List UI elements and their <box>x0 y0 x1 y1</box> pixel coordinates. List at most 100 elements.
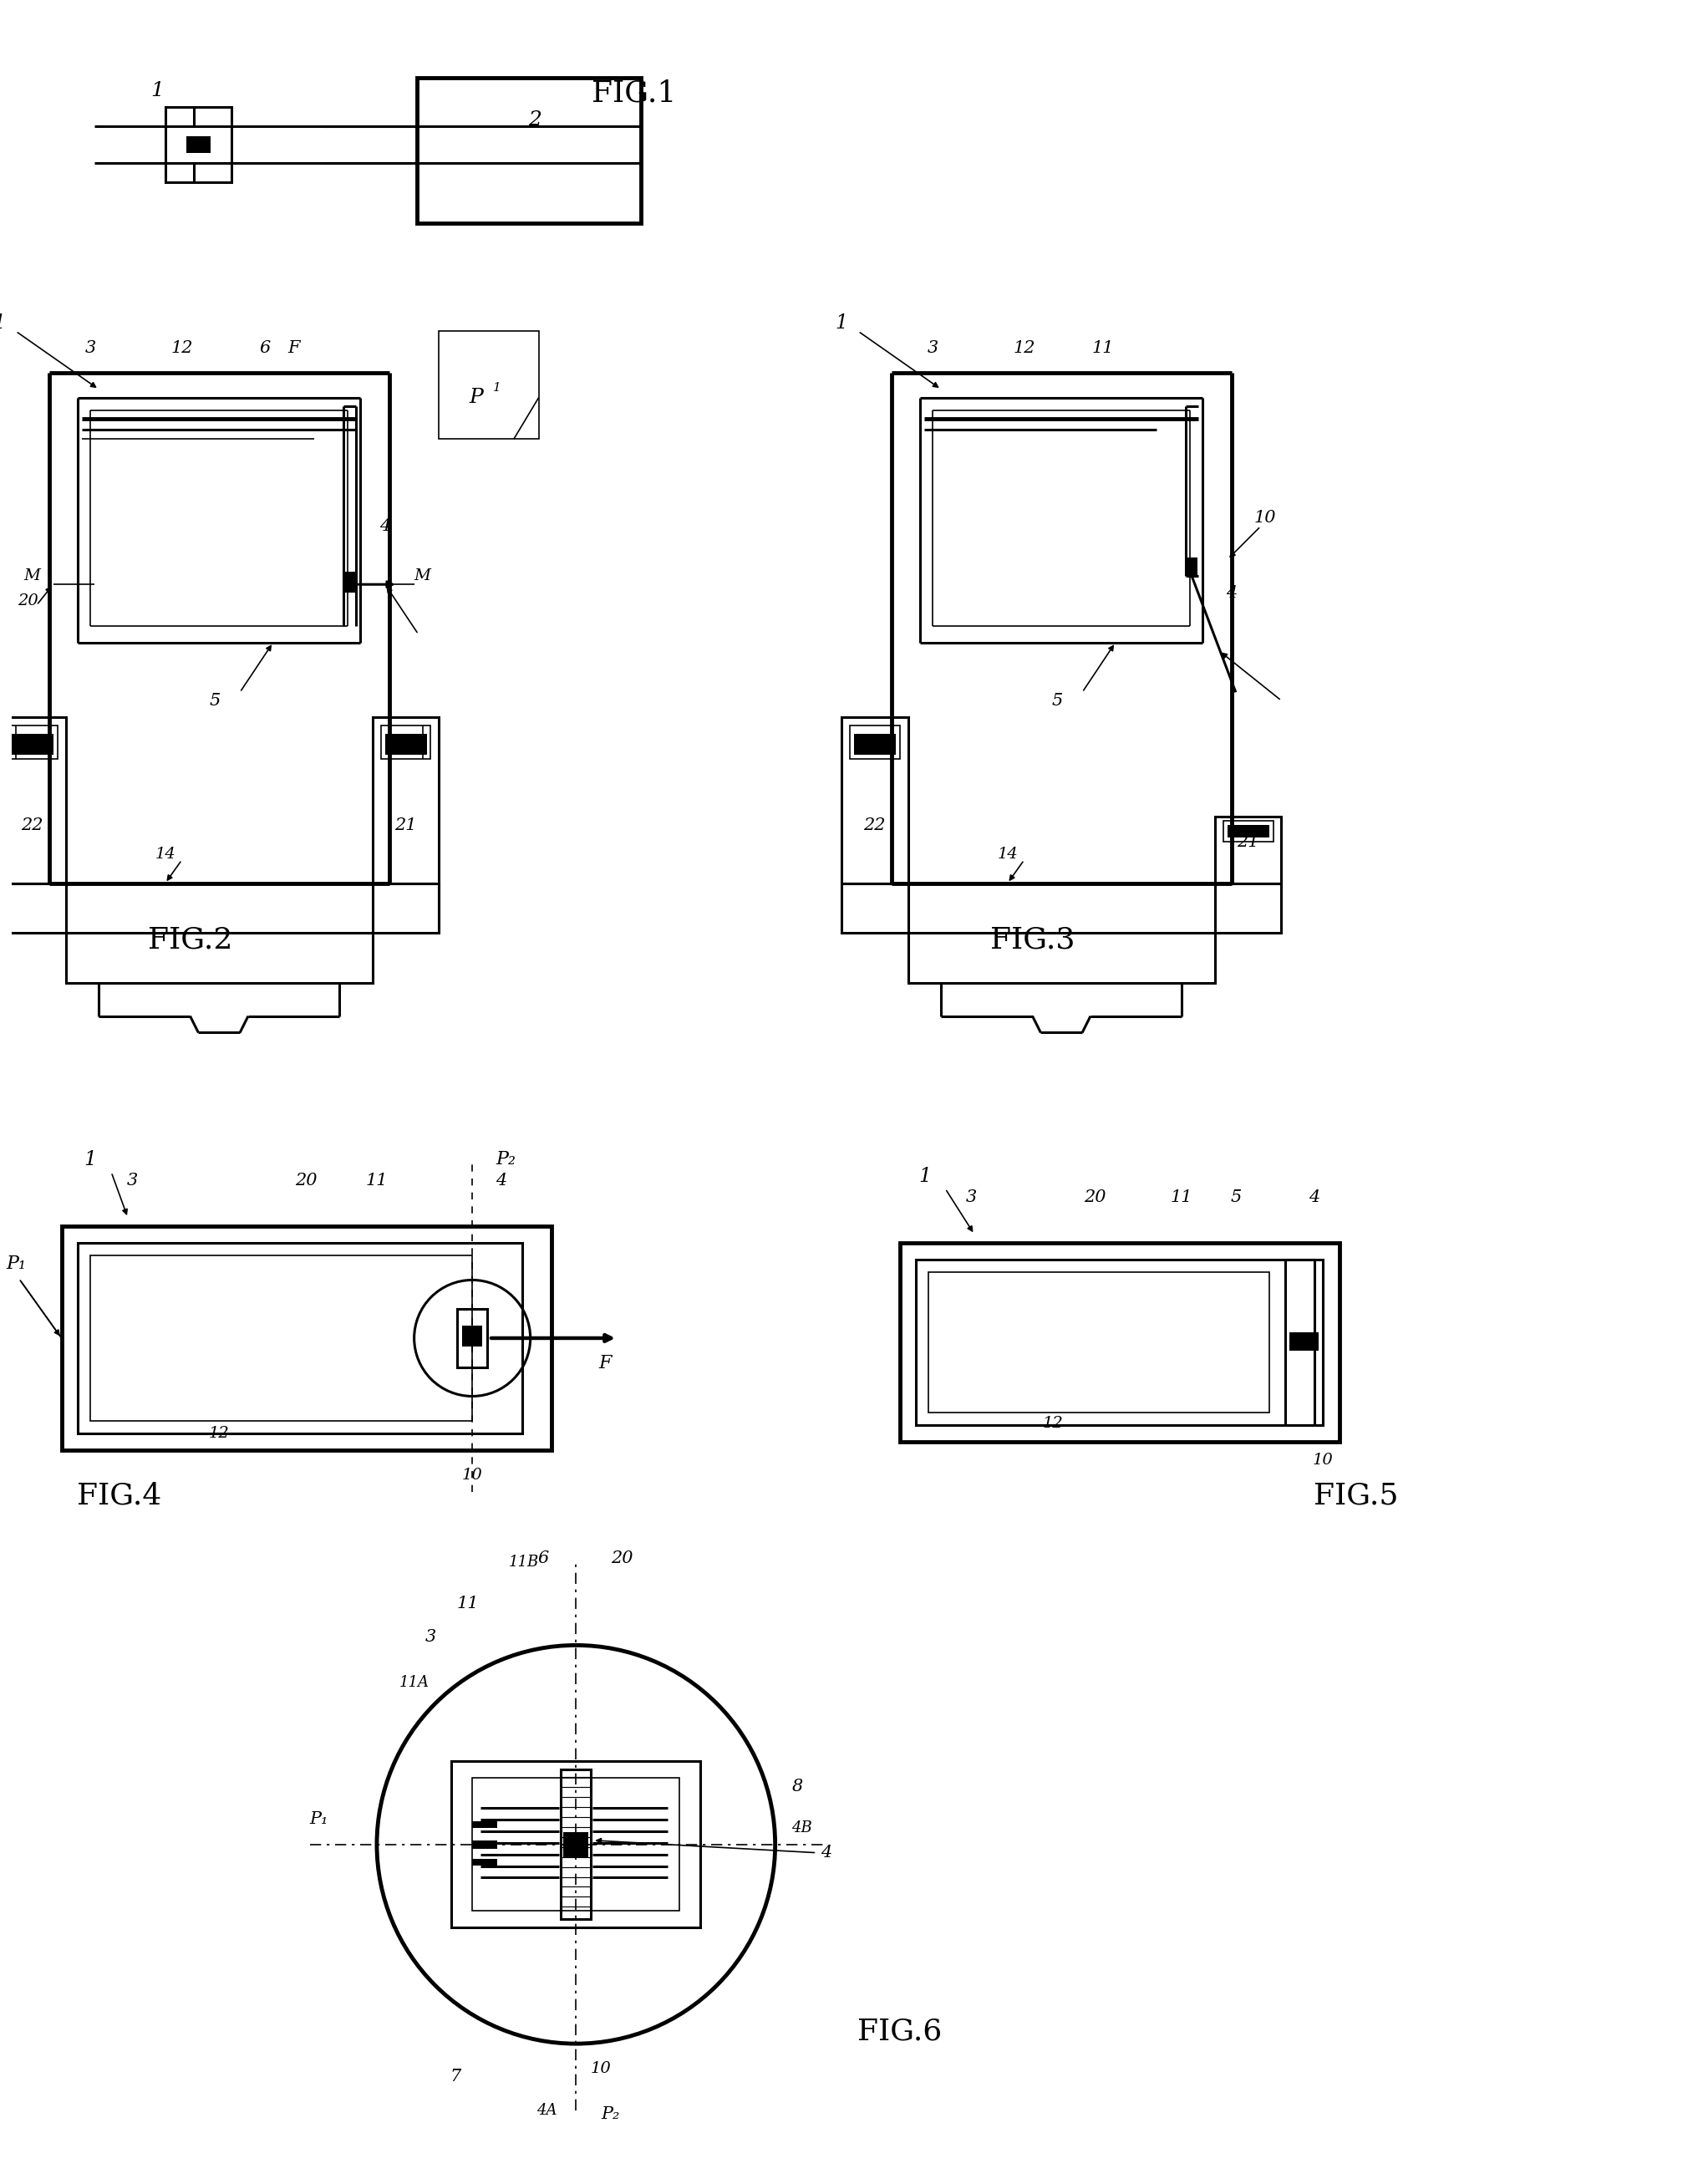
Text: 12: 12 <box>1043 1415 1063 1431</box>
Text: FIG.6: FIG.6 <box>857 2018 941 2046</box>
Bar <box>1285 1260 1323 1426</box>
Text: 2: 2 <box>528 109 542 129</box>
Bar <box>849 725 900 758</box>
Bar <box>165 107 231 181</box>
Text: FIG.4: FIG.4 <box>76 1481 161 1509</box>
Text: FIG.5: FIG.5 <box>1313 1481 1397 1509</box>
Bar <box>66 933 372 983</box>
Text: 5: 5 <box>1051 692 1063 708</box>
Text: 12: 12 <box>1012 341 1034 356</box>
Text: 4: 4 <box>379 518 391 535</box>
Bar <box>560 1769 591 1920</box>
Text: 4: 4 <box>1309 1188 1319 1206</box>
Text: 4B: 4B <box>791 1819 812 1835</box>
Text: M: M <box>414 568 431 583</box>
Bar <box>1289 1332 1318 1350</box>
Text: FIG.3: FIG.3 <box>990 926 1075 954</box>
Text: 11A: 11A <box>399 1675 430 1690</box>
Text: 3: 3 <box>927 341 937 356</box>
Text: 22: 22 <box>22 817 44 832</box>
Bar <box>7 725 58 758</box>
Bar <box>929 1271 1268 1413</box>
Text: P₁: P₁ <box>5 1254 25 1273</box>
Text: 6: 6 <box>537 1551 548 1566</box>
Text: 1: 1 <box>149 81 163 100</box>
Text: 10: 10 <box>1253 511 1275 526</box>
Text: 14: 14 <box>155 847 175 863</box>
Bar <box>0 882 66 933</box>
Bar <box>345 572 355 592</box>
Text: 21: 21 <box>394 817 416 832</box>
Text: F: F <box>287 341 301 356</box>
Bar <box>385 734 426 756</box>
Text: 1: 1 <box>0 312 5 332</box>
Text: FIG.1: FIG.1 <box>591 79 676 107</box>
Bar <box>185 135 211 153</box>
Text: 10: 10 <box>1313 1452 1333 1468</box>
Text: 1: 1 <box>85 1151 97 1168</box>
Text: M: M <box>24 568 41 583</box>
Bar <box>907 933 1214 983</box>
Text: P: P <box>469 389 484 406</box>
Text: P₁: P₁ <box>309 1811 328 1828</box>
Text: 11B: 11B <box>508 1555 538 1570</box>
Text: 12: 12 <box>170 341 194 356</box>
Text: 3: 3 <box>126 1173 138 1188</box>
Text: 4: 4 <box>496 1173 506 1188</box>
Text: 5: 5 <box>1229 1188 1241 1206</box>
Bar <box>416 79 640 223</box>
Text: 5: 5 <box>209 692 221 708</box>
Text: 12: 12 <box>209 1426 229 1441</box>
Text: FIG.2: FIG.2 <box>148 926 233 954</box>
Bar <box>462 1326 482 1345</box>
Bar <box>78 1243 521 1433</box>
Bar <box>372 716 438 882</box>
Bar <box>472 1778 679 1911</box>
Bar <box>854 734 895 756</box>
Text: 11: 11 <box>1092 341 1114 356</box>
Text: 11: 11 <box>1170 1188 1192 1206</box>
Text: 4A: 4A <box>537 2103 557 2118</box>
Bar <box>472 1841 498 1848</box>
Bar <box>472 1859 498 1865</box>
Bar <box>915 1260 1314 1426</box>
Bar <box>900 1243 1338 1441</box>
Bar <box>841 882 907 933</box>
Bar <box>0 716 66 882</box>
Text: 11: 11 <box>457 1597 479 1612</box>
Text: 10: 10 <box>462 1468 482 1483</box>
Text: 14: 14 <box>997 847 1017 863</box>
Text: 20: 20 <box>610 1551 632 1566</box>
Bar <box>372 882 438 933</box>
Bar <box>90 1256 472 1422</box>
Text: P₂: P₂ <box>496 1151 514 1168</box>
Bar <box>1228 826 1268 839</box>
Bar <box>438 332 538 439</box>
Bar <box>841 716 907 882</box>
Text: 10: 10 <box>591 2062 611 2077</box>
Text: 7: 7 <box>450 2068 460 2086</box>
Bar <box>564 1832 588 1856</box>
Bar <box>452 1762 700 1928</box>
Text: 1: 1 <box>919 1166 931 1186</box>
Bar <box>457 1308 487 1367</box>
Text: 8: 8 <box>791 1778 803 1795</box>
Text: 3: 3 <box>85 341 97 356</box>
Text: 20: 20 <box>295 1173 318 1188</box>
Text: 21: 21 <box>1236 834 1258 850</box>
Bar <box>61 1225 550 1450</box>
Text: 3: 3 <box>424 1629 436 1645</box>
Text: 3: 3 <box>966 1188 976 1206</box>
Text: P₂: P₂ <box>601 2105 620 2123</box>
Text: 20: 20 <box>19 594 39 609</box>
Text: 1: 1 <box>835 312 847 332</box>
Text: 11: 11 <box>365 1173 387 1188</box>
Bar <box>1223 821 1272 841</box>
Bar <box>472 1821 498 1828</box>
Text: F: F <box>598 1354 611 1372</box>
Text: 4: 4 <box>1226 585 1236 601</box>
Bar <box>1187 557 1197 577</box>
Bar <box>12 734 53 756</box>
Text: 22: 22 <box>863 817 885 832</box>
Text: 1: 1 <box>492 382 501 393</box>
